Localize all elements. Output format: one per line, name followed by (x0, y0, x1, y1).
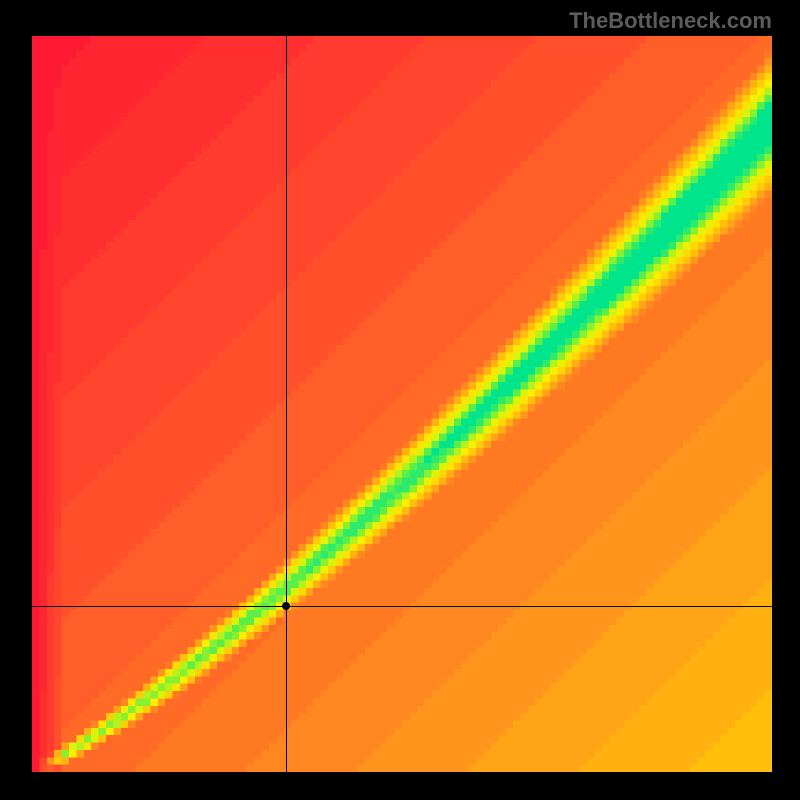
heatmap-plot (32, 36, 772, 772)
crosshair-vertical (286, 36, 287, 772)
heatmap-canvas (32, 36, 772, 772)
marker-dot (282, 602, 290, 610)
watermark-text: TheBottleneck.com (569, 8, 772, 34)
crosshair-horizontal (32, 606, 772, 607)
